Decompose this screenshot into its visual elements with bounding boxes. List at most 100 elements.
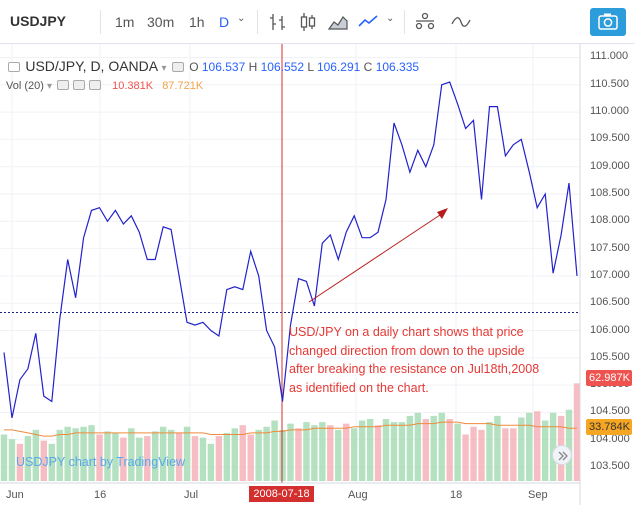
open-label: O xyxy=(189,60,199,74)
volume-study-title[interactable]: Vol (20) xyxy=(6,80,44,92)
bars-chart-icon[interactable] xyxy=(266,10,290,34)
volume-legend: Vol (20) ▾ 10.381K 87.721K xyxy=(6,80,203,92)
collapse-legend-icon[interactable] xyxy=(8,62,20,72)
volume-settings-icon[interactable] xyxy=(73,80,86,90)
volume-bar xyxy=(287,423,294,481)
low-value: 106.291 xyxy=(316,60,361,74)
chart-annotation-text[interactable]: USD/JPY on a daily chart shows that pric… xyxy=(289,323,574,397)
snapshot-button[interactable] xyxy=(590,8,626,36)
price-axis-label: 109.000 xyxy=(590,159,630,172)
trend-arrow xyxy=(308,208,448,303)
series-menu-icon[interactable]: ▾ xyxy=(161,63,167,74)
volume-menu-icon[interactable]: ▾ xyxy=(46,81,53,92)
interval-30m-button[interactable]: 30m xyxy=(147,14,175,30)
volume-ma-value: 87.721K xyxy=(162,80,204,92)
top-toolbar: USDJPY 1m 30m 1h D ⌄ ⌄ xyxy=(0,0,635,44)
volume-bar xyxy=(303,422,310,481)
candles-chart-icon[interactable] xyxy=(296,10,320,34)
price-axis-label: 109.500 xyxy=(590,132,630,145)
volume-remove-icon[interactable] xyxy=(89,80,102,90)
volume-bar xyxy=(231,428,238,481)
volume-bar xyxy=(549,412,557,481)
volume-visibility-icon[interactable] xyxy=(57,80,70,90)
volume-bar xyxy=(56,429,63,481)
indicators-icon[interactable] xyxy=(413,10,437,34)
time-axis-label: 18 xyxy=(450,489,463,501)
annotation-line: changed direction from down to the upsid… xyxy=(289,343,525,358)
volume-bar xyxy=(255,429,262,481)
volume-bar xyxy=(40,440,47,481)
toolbar-divider xyxy=(100,10,101,34)
volume-ma-tag: 33.784K xyxy=(586,419,632,435)
volume-bar xyxy=(32,429,40,481)
volume-bar xyxy=(311,425,318,481)
volume-bar xyxy=(478,429,485,481)
line-chart-icon[interactable] xyxy=(356,10,380,34)
volume-bar xyxy=(406,415,414,481)
volume-last-tag: 62.987K xyxy=(586,370,632,386)
volume-bar xyxy=(335,429,342,481)
volume-bar xyxy=(136,437,143,481)
volume-bar xyxy=(144,436,151,481)
area-chart-icon[interactable] xyxy=(326,10,350,34)
volume-bar xyxy=(0,434,8,481)
volume-bar xyxy=(112,432,119,481)
volume-bar xyxy=(358,420,366,481)
interval-1h-button[interactable]: 1h xyxy=(189,14,205,30)
price-axis-label: 104.000 xyxy=(590,432,630,445)
double-chevron-right-icon xyxy=(558,451,568,461)
volume-bar xyxy=(350,428,358,481)
volume-bar xyxy=(319,422,326,481)
interval-d-button[interactable]: D xyxy=(219,14,230,30)
price-axis-label: 105.500 xyxy=(590,350,630,363)
volume-ma-line xyxy=(4,421,577,437)
time-axis-label: Sep xyxy=(528,489,548,501)
volume-bar xyxy=(24,436,32,481)
volume-bar xyxy=(104,431,111,481)
volume-bar xyxy=(207,443,215,481)
volume-bar xyxy=(175,432,183,481)
volume-bar xyxy=(279,429,286,481)
chart-grid xyxy=(0,44,580,483)
scroll-to-realtime-button[interactable] xyxy=(552,445,572,465)
volume-bar xyxy=(16,443,24,481)
interval-dropdown-icon[interactable]: ⌄ xyxy=(237,13,246,24)
volume-bar xyxy=(382,419,390,481)
volume-value: 10.381K xyxy=(112,80,154,92)
price-chart[interactable] xyxy=(0,44,635,505)
toolbar-divider xyxy=(404,10,405,34)
tradingview-watermark[interactable]: USDJPY chart by TradingView xyxy=(16,455,186,469)
volume-bar xyxy=(48,443,55,481)
interval-1m-button[interactable]: 1m xyxy=(115,14,135,30)
volume-bar xyxy=(470,426,477,481)
volume-bar xyxy=(199,437,207,481)
volume-bar xyxy=(526,412,533,481)
annotation-line: as identified on the chart. xyxy=(289,380,429,395)
price-axis-label: 106.500 xyxy=(590,296,630,309)
volume-bar xyxy=(295,428,302,481)
volume-bar xyxy=(247,434,254,481)
series-settings-icon[interactable] xyxy=(171,62,184,72)
chart-type-dropdown-icon[interactable]: ⌄ xyxy=(386,13,395,24)
volume-bar xyxy=(8,439,16,481)
high-label: H xyxy=(248,60,258,74)
annotation-line: USD/JPY on a daily chart shows that pric… xyxy=(289,325,524,339)
volume-bar xyxy=(462,434,469,481)
volume-bar xyxy=(215,436,223,481)
price-axis-label: 108.500 xyxy=(590,187,630,199)
symbol-search-button[interactable]: USDJPY xyxy=(10,13,67,29)
volume-bar xyxy=(534,411,541,481)
volume-bar xyxy=(159,426,167,481)
open-value: 106.537 xyxy=(201,60,246,74)
volume-bar xyxy=(271,420,278,481)
volume-bar xyxy=(565,409,573,481)
price-axis-label: 111.000 xyxy=(590,50,629,63)
volume-bar xyxy=(502,428,509,481)
price-axis-label: 104.500 xyxy=(590,405,630,418)
volume-bar xyxy=(486,422,493,481)
volume-bar xyxy=(128,428,135,481)
price-axis-label: 107.000 xyxy=(590,268,630,281)
compare-icon[interactable] xyxy=(449,10,473,34)
series-title[interactable]: USD/JPY, D, OANDA xyxy=(25,58,159,74)
high-value: 106.552 xyxy=(260,60,305,74)
